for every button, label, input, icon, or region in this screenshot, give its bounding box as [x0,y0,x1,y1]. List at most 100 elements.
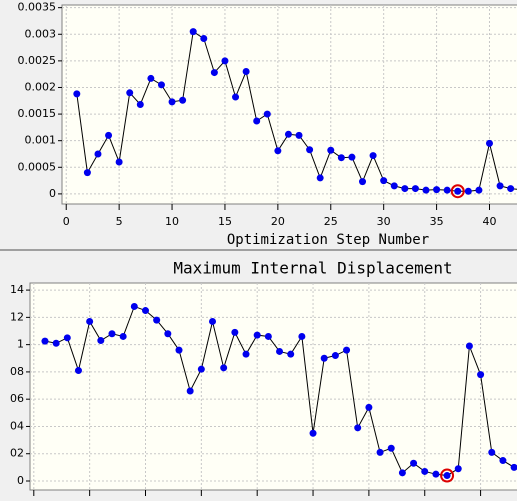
data-point [115,158,123,166]
y-tick-label: 0.001 [25,134,57,147]
data-point [380,177,388,185]
data-point [141,307,149,315]
data-point [488,448,496,456]
y-tick-label: 06 [10,392,24,405]
data-point [369,152,377,160]
x-tick-label: 0 [63,215,70,228]
data-point [274,147,282,155]
data-point [327,146,335,154]
y-tick-label: 0.0005 [18,160,57,173]
data-point [376,448,384,456]
data-point [164,330,172,338]
data-point [73,90,81,98]
data-point [475,186,483,194]
data-point [119,332,127,340]
data-point [189,28,197,36]
chart-title: Maximum Internal Displacement [173,259,452,278]
y-tick-label: 04 [10,419,24,432]
data-point [264,332,272,340]
data-point [83,169,91,177]
y-tick-label: 02 [10,447,24,460]
data-point [387,444,395,452]
x-tick-label: 20 [271,215,285,228]
y-tick-label: 0.0035 [18,1,57,14]
data-point [295,131,303,139]
data-point [157,81,165,89]
data-point [433,186,441,194]
data-point [354,424,362,432]
data-point [197,365,205,373]
data-point [443,472,451,480]
data-point [263,110,271,118]
data-point [153,316,161,324]
data-point [306,146,314,154]
data-point [175,346,183,354]
x-tick-label: 30 [377,215,391,228]
data-point [97,337,105,345]
data-point [284,130,292,138]
x-tick-label: 35 [430,215,444,228]
data-point [454,465,462,473]
data-point [186,387,194,395]
data-point [465,342,473,350]
data-point [507,185,515,193]
data-point [253,117,261,125]
data-point [86,317,94,325]
y-tick-label: 0 [17,474,24,487]
data-point [41,337,49,345]
data-point [320,354,328,362]
data-point [52,339,60,347]
data-point [130,302,138,310]
data-point [74,367,82,375]
data-point [221,57,229,65]
data-point [105,131,113,139]
data-point [499,457,507,465]
data-point [126,89,134,97]
x-tick-label: 10 [165,215,179,228]
data-point [220,364,228,372]
data-point [168,98,176,106]
y-tick-label: 12 [10,310,24,323]
data-point [179,96,187,104]
data-point [337,154,345,162]
x-tick-label: 40 [482,215,496,228]
data-point [390,182,398,190]
data-point [343,346,351,354]
data-point [136,101,144,108]
data-point [209,317,217,325]
data-point [365,403,373,411]
data-point [147,74,155,82]
data-point [287,350,295,358]
data-point [242,350,250,358]
data-point [496,182,504,190]
data-point [485,139,493,147]
data-point [331,352,339,360]
data-point [242,68,250,76]
data-point [359,178,367,186]
data-point [454,187,462,195]
data-point [232,93,240,101]
x-tick-label: 15 [218,215,232,228]
data-point [63,334,71,342]
y-tick-label: 08 [10,365,24,378]
data-point [309,429,317,437]
data-point [422,186,430,194]
data-point [401,185,409,193]
data-point [510,463,517,471]
data-point [477,371,485,379]
data-point [298,332,306,340]
data-point [421,467,429,475]
x-axis-label: Optimization Step Number [227,232,429,248]
data-point [210,69,218,77]
highlight-ring [440,468,455,483]
x-tick-label: 25 [324,215,338,228]
data-point [200,35,208,43]
y-tick-label: 1 [17,338,24,351]
data-point [411,185,419,193]
data-point [464,187,472,195]
x-tick-label: 5 [116,215,123,228]
y-tick-label: 0.002 [25,80,57,93]
y-tick-label: 14 [10,283,24,296]
y-tick-label: 0.0025 [18,54,57,67]
